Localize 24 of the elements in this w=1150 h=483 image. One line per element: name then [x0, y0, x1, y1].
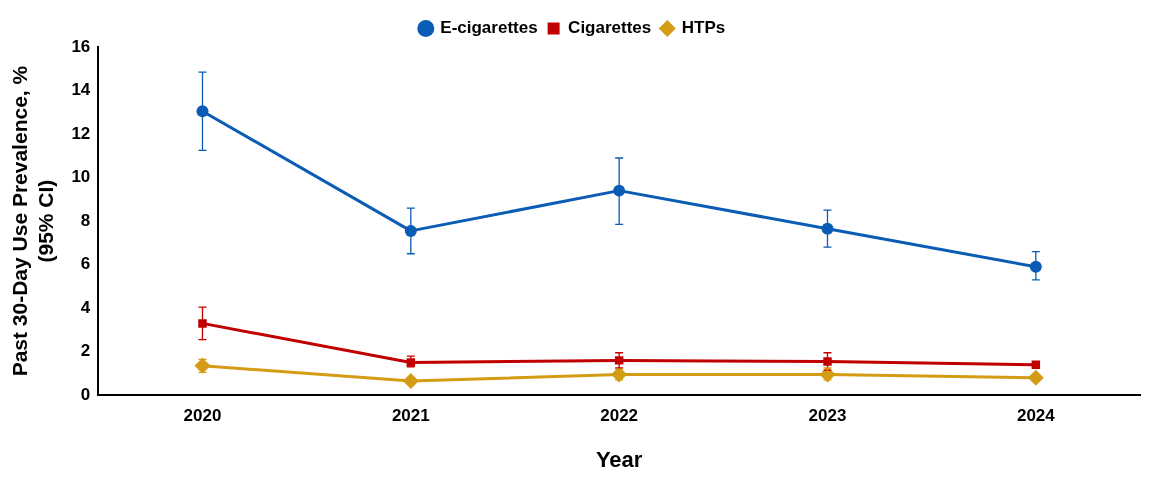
point [1031, 360, 1041, 369]
point [198, 319, 207, 328]
x-tick-label: 2021 [391, 406, 430, 426]
y-tick-label: 10 [71, 167, 91, 187]
legend-label: Cigarettes [568, 18, 652, 38]
y-tick-label: 8 [80, 210, 91, 230]
x-tick-label: 2023 [808, 406, 847, 426]
point [1027, 369, 1044, 386]
y-tick-label: 4 [80, 297, 91, 317]
y-tick-label: 6 [80, 254, 91, 274]
x-tick-label: 2022 [600, 406, 639, 426]
y-tick-label: 0 [80, 384, 91, 404]
x-tick-label: 2024 [1016, 406, 1056, 426]
x-axis-title: Year [595, 446, 643, 472]
y-axis-title: Past 30-Day Use Prevalence, % (95% CI) [8, 65, 57, 377]
point [823, 357, 832, 366]
y-tick-label: 12 [71, 123, 91, 143]
y-tick-label: 16 [71, 36, 91, 56]
y-tick-label: 14 [71, 80, 91, 100]
x-tick-label: 2020 [183, 406, 222, 426]
point [402, 373, 419, 390]
y-tick-label: 2 [80, 341, 91, 361]
legend-label: E-cigarettes [440, 18, 538, 38]
legend-label: HTPs [681, 18, 726, 38]
